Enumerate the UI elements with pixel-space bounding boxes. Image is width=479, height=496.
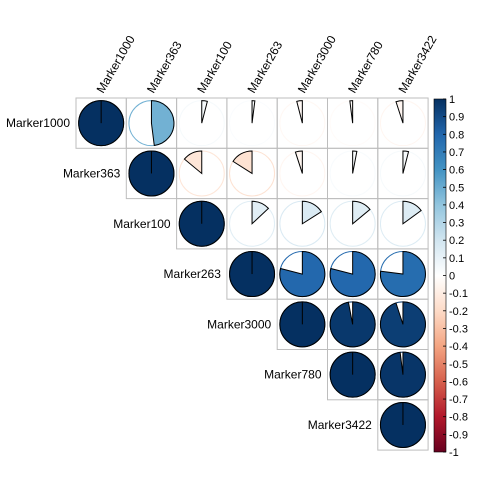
pie-marker263-marker263 — [229, 251, 276, 298]
pie-marker780-marker3422 — [379, 351, 426, 398]
pie-marker1000-marker263 — [229, 100, 276, 147]
pie-marker100-marker100 — [178, 200, 225, 247]
colorbar-tick-label: 0.2 — [449, 235, 464, 247]
colorbar-tick-label: 0.5 — [449, 182, 464, 194]
pie-marker100-marker263 — [229, 200, 276, 247]
pie-marker363-marker363 — [128, 150, 175, 197]
colorbar-tick-label: 0.3 — [449, 218, 464, 230]
pie-marker1000-marker363 — [128, 100, 175, 147]
row-label-marker3000: Marker3000 — [207, 317, 271, 331]
pie-marker363-marker780 — [329, 150, 376, 197]
colorbar-tick-label: -0.9 — [449, 429, 468, 441]
pie-marker3000-marker780 — [329, 301, 376, 348]
pie-marker1000-marker100 — [178, 100, 225, 147]
row-label-marker100: Marker100 — [113, 217, 171, 231]
pie-marker263-marker780 — [329, 251, 376, 298]
row-label-marker363: Marker363 — [63, 166, 121, 180]
pie-layer — [78, 100, 426, 448]
row-label-marker1000: Marker1000 — [6, 116, 70, 130]
colorbar-tick-label: -1 — [449, 447, 459, 459]
row-label-marker3422: Marker3422 — [308, 418, 372, 432]
colorbar-tick-label: -0.3 — [449, 323, 468, 335]
column-labels: Marker1000 Marker363 Marker100 Marker263 Mar… — [94, 33, 440, 96]
pie-marker100-marker780 — [329, 200, 376, 247]
colorbar: 1 0.9 0.8 0.7 0.6 0.5 0.4 0.3 0.2 0.1 0 -0.1 -0.2 -0.… — [433, 94, 468, 459]
column-label-marker3422: Marker3422 — [395, 33, 439, 96]
pie-marker363-marker3000 — [279, 150, 326, 197]
pie-marker100-marker3422 — [379, 200, 426, 247]
pie-marker363-marker100 — [178, 150, 225, 197]
column-label-marker1000: Marker1000 — [94, 33, 138, 96]
pie-marker363-marker3422 — [379, 150, 426, 197]
colorbar-tick-label: -0.7 — [449, 394, 468, 406]
colorbar-tick-label: 0.4 — [449, 200, 464, 212]
pie-marker363-marker263 — [229, 150, 276, 197]
column-label-marker100: Marker100 — [194, 39, 235, 96]
pie-marker1000-marker780 — [329, 100, 376, 147]
pie-marker780-marker780 — [329, 351, 376, 398]
column-label-marker780: Marker780 — [345, 39, 386, 96]
grid-cell-marker3422-marker3422 — [377, 399, 429, 451]
row-label-marker263: Marker263 — [164, 267, 222, 281]
colorbar-tick-label: -0.1 — [449, 288, 468, 300]
colorbar-tick-label: 0.8 — [449, 129, 464, 141]
pie-marker263-marker3422 — [379, 251, 426, 298]
colorbar-tick-label: -0.4 — [449, 341, 468, 353]
colorbar-tick-label: 0.6 — [449, 165, 464, 177]
grid-layer — [75, 97, 429, 451]
column-label-marker3000: Marker3000 — [295, 33, 339, 96]
colorbar-tick-label: 0 — [449, 271, 455, 283]
colorbar-tick-label: -0.6 — [449, 376, 468, 388]
pie-marker3422-marker3422 — [379, 401, 426, 448]
pie-marker1000-marker3422 — [379, 100, 426, 147]
colorbar-tick-label: 0.9 — [449, 112, 464, 124]
pie-marker3000-marker3422 — [379, 301, 426, 348]
pie-marker263-marker3000 — [279, 251, 326, 298]
column-label-marker263: Marker263 — [245, 39, 286, 96]
colorbar-tick-label: -0.8 — [449, 412, 468, 424]
colorbar-tick-label: 1 — [449, 94, 455, 106]
colorbar-tick-label: 0.1 — [449, 253, 464, 265]
pie-marker3000-marker3000 — [279, 301, 326, 348]
colorbar-tick-label: 0.7 — [449, 147, 464, 159]
row-label-marker780: Marker780 — [264, 368, 322, 382]
pie-marker1000-marker1000 — [78, 100, 125, 147]
colorbar-tick-label: -0.2 — [449, 306, 468, 318]
row-labels: Marker1000 Marker363 Marker100 Marker263 Mar… — [6, 116, 372, 432]
colorbar-tick-label: -0.5 — [449, 359, 468, 371]
pie-marker100-marker3000 — [279, 200, 326, 247]
column-label-marker363: Marker363 — [144, 39, 185, 96]
pie-marker1000-marker3000 — [279, 100, 326, 147]
